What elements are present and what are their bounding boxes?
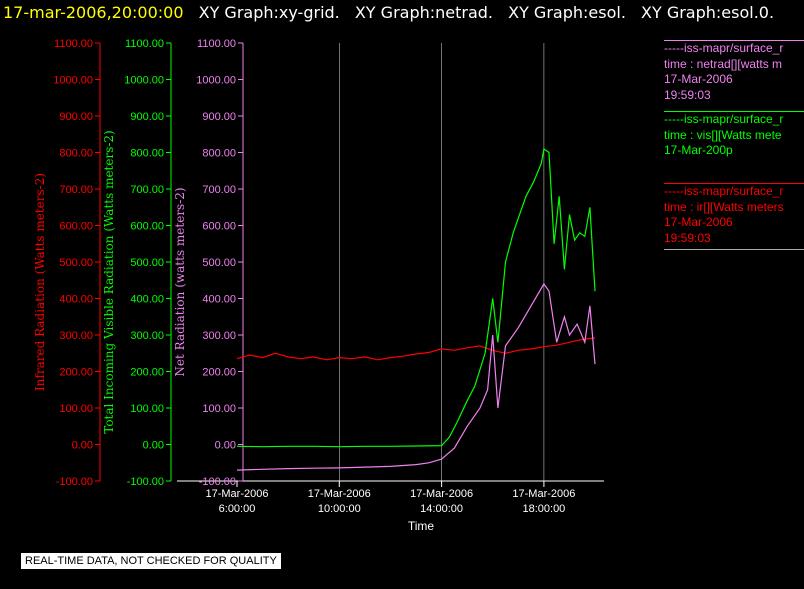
y-axis-0-tick-label-6: 500.00 bbox=[59, 257, 93, 269]
y-axis-2-tick-label-7: 400.00 bbox=[202, 294, 236, 306]
x-axis-label: Time bbox=[408, 519, 435, 533]
legend-vis: -----iss-mapr/surface_r time : vis[][Wat… bbox=[664, 111, 804, 159]
y-axis-2-tick-label-0: 1100.00 bbox=[197, 38, 236, 50]
y-axis-1-tick-label-4: 700.00 bbox=[130, 184, 164, 196]
legend-vis-date: 17-Mar-200p bbox=[664, 143, 733, 157]
y-axis-0-tick-label-12: -100.00 bbox=[56, 476, 93, 488]
x-tick-time-label-2: 14:00:00 bbox=[420, 503, 463, 515]
graph-title-netrad: XY Graph:netrad. bbox=[354, 3, 494, 22]
y-axis-2-tick-label-11: 0.00 bbox=[215, 440, 236, 452]
y-axis-0-tick-label-4: 700.00 bbox=[59, 184, 93, 196]
y-axis-2-tick-label-12: -100.00 bbox=[199, 476, 236, 488]
y-axis-0-tick-label-1: 1000.00 bbox=[53, 75, 93, 87]
y-axis-1-tick-label-8: 300.00 bbox=[130, 330, 164, 342]
y-axis-0-tick-label-11: 0.00 bbox=[72, 440, 93, 452]
y-axis-2-tick-label-8: 300.00 bbox=[202, 330, 236, 342]
series-line-vis bbox=[236, 147, 596, 448]
x-tick-time-label-1: 10:00:00 bbox=[318, 503, 361, 515]
y-axis-2-tick-label-9: 200.00 bbox=[202, 367, 236, 379]
legend-vis-source: -----iss-mapr/surface_r bbox=[664, 111, 804, 128]
y-axis-1-tick-label-9: 200.00 bbox=[130, 367, 164, 379]
legend-ir-source: -----iss-mapr/surface_r bbox=[664, 183, 804, 200]
legend-ir-date: 17-Mar-2006 bbox=[664, 215, 733, 229]
y-axis-0-tick-label-10: 100.00 bbox=[59, 403, 93, 415]
quality-notice: REAL-TIME DATA, NOT CHECKED FOR QUALITY bbox=[20, 552, 282, 570]
y-axis-1-tick-label-10: 100.00 bbox=[130, 403, 164, 415]
y-axis-1-tick-label-7: 400.00 bbox=[130, 294, 164, 306]
legend-netrad-time: 19:59:03 bbox=[664, 87, 711, 102]
legend-netrad-date: 17-Mar-2006 bbox=[664, 72, 733, 86]
graph-title-esol: XY Graph:esol. bbox=[508, 3, 626, 22]
y-axis-title-2: Net Radiation (watts meters-2) bbox=[173, 187, 187, 376]
y-axis-1-tick-label-11: 0.00 bbox=[143, 440, 164, 452]
y-axis-1-tick-label-1: 1000.00 bbox=[124, 75, 164, 87]
y-axis-0-tick-label-0: 1100.00 bbox=[54, 38, 93, 50]
y-axis-2-tick-label-10: 100.00 bbox=[202, 403, 236, 415]
x-tick-date-label-0: 17-Mar-2006 bbox=[206, 488, 269, 500]
series-line-ir bbox=[236, 337, 596, 361]
legend-ir-series: time : ir[][Watts meters bbox=[664, 199, 784, 214]
series-line-netrad bbox=[236, 282, 596, 471]
y-axis-0-tick-label-5: 600.00 bbox=[59, 221, 93, 233]
x-tick-time-label-3: 18:00:00 bbox=[522, 503, 565, 515]
legend-netrad-series: time : netrad[][watts m bbox=[664, 56, 783, 71]
y-axis-1-tick-label-12: -100.00 bbox=[127, 476, 164, 488]
legend-ir-separator bbox=[664, 249, 804, 250]
timestamp-label: 17-mar-2006,20:00:00 bbox=[3, 3, 184, 22]
y-axis-1-tick-label-0: 1100.00 bbox=[125, 38, 164, 50]
x-tick-date-label-1: 17-Mar-2006 bbox=[308, 488, 371, 500]
x-tick-date-label-3: 17-Mar-2006 bbox=[512, 488, 575, 500]
y-axis-0-tick-label-2: 900.00 bbox=[59, 111, 93, 123]
x-tick-date-label-2: 17-Mar-2006 bbox=[410, 488, 473, 500]
y-axis-2-tick-label-1: 1000.00 bbox=[196, 75, 236, 87]
x-tick-time-label-0: 6:00:00 bbox=[219, 503, 256, 515]
y-axis-0-tick-label-7: 400.00 bbox=[59, 294, 93, 306]
y-axis-1-tick-label-3: 800.00 bbox=[130, 148, 164, 160]
y-axis-0-tick-label-3: 800.00 bbox=[59, 148, 93, 160]
title-bar: 17-mar-2006,20:00:00 XY Graph:xy-grid. X… bbox=[0, 0, 804, 26]
y-axis-1-tick-label-6: 500.00 bbox=[130, 257, 164, 269]
y-axis-2-tick-label-3: 800.00 bbox=[202, 148, 236, 160]
legend-netrad: -----iss-mapr/surface_r time : netrad[][… bbox=[664, 40, 804, 103]
legend-ir-time: 19:59:03 bbox=[664, 230, 711, 245]
y-axis-1-tick-label-5: 600.00 bbox=[130, 221, 164, 233]
y-axis-0-tick-label-9: 200.00 bbox=[59, 367, 93, 379]
y-axis-2-tick-label-4: 700.00 bbox=[202, 184, 236, 196]
y-axis-2-tick-label-2: 900.00 bbox=[202, 111, 236, 123]
graph-title-esol0: XY Graph:esol.0. bbox=[641, 3, 775, 22]
y-axis-2-tick-label-5: 600.00 bbox=[202, 221, 236, 233]
legend-vis-series: time : vis[][Watts mete bbox=[664, 127, 782, 142]
legend-ir: -----iss-mapr/surface_r time : ir[][Watt… bbox=[664, 183, 804, 250]
y-axis-title-1: Total Incoming Visible Radiation (Watts … bbox=[102, 130, 116, 434]
legend-netrad-source: -----iss-mapr/surface_r bbox=[664, 40, 804, 57]
y-axis-0-tick-label-8: 300.00 bbox=[59, 330, 93, 342]
graph-title-xy-grid: XY Graph:xy-grid. bbox=[198, 3, 340, 22]
y-axis-1-tick-label-2: 900.00 bbox=[130, 111, 164, 123]
y-axis-2-tick-label-6: 500.00 bbox=[202, 257, 236, 269]
y-axis-title-0: Infrared Radiation (Watts meters-2) bbox=[33, 173, 47, 391]
